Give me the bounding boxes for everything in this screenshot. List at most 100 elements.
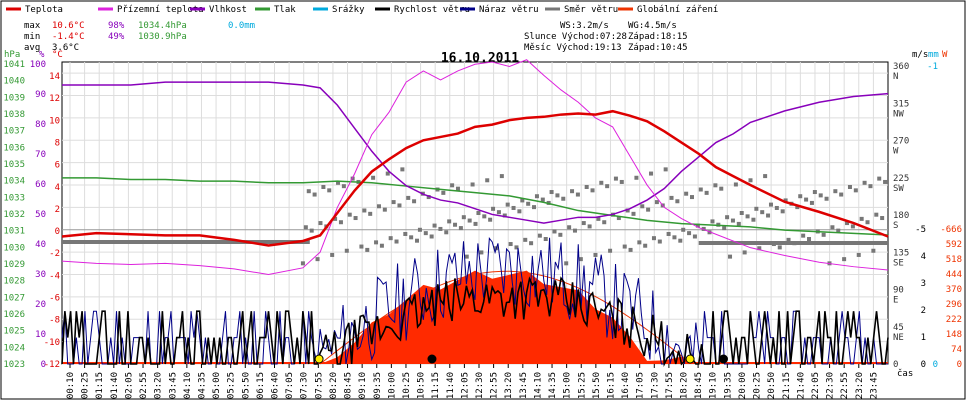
wind-direction-point (502, 213, 507, 218)
axis-tick-w: -666 (940, 225, 962, 235)
axis-tick-pct: 90 (35, 90, 46, 100)
wind-direction-point (622, 244, 627, 249)
axis-tick-time: 15:50 (592, 372, 602, 399)
wind-direction-point (602, 220, 607, 225)
wind-direction-point (400, 167, 405, 172)
wind-direction-point (336, 180, 341, 185)
wind-direction-point (371, 175, 376, 180)
wind-direction-point (689, 195, 694, 200)
axis-tick-temp: 10 (49, 116, 60, 126)
axis-tick-time: 05:25 (227, 372, 237, 399)
axis-tick-pct: 30 (35, 270, 46, 280)
stat-max-rain: 0.0mm (228, 21, 255, 31)
axis-tick-time: 02:55 (139, 372, 149, 399)
wind-direction-point (651, 236, 656, 241)
axis-tick-ms: 2 (921, 306, 926, 316)
axis-tick-time: 07:05 (285, 372, 295, 399)
legend-label: Náraz větru (479, 5, 539, 15)
wind-direction-point (441, 190, 446, 195)
wind-direction-point (754, 206, 759, 211)
wind-direction-point (757, 246, 762, 251)
wind-direction-point (631, 211, 636, 216)
wind-direction-point (763, 174, 768, 179)
wind-direction-point (584, 184, 589, 189)
series-line-pressure (62, 177, 889, 236)
wind-direction-point (739, 211, 744, 215)
series-line-temperature (61, 109, 889, 247)
axis-tick-time: 15:25 (577, 372, 587, 399)
axis-tick-pct: 50 (35, 210, 46, 220)
axis-tick-time: 00:25 (81, 372, 91, 399)
wind-direction-point (856, 252, 861, 257)
axis-tick-hpa: 1036 (3, 143, 25, 153)
wind-direction-point (608, 248, 613, 253)
wind-direction-point (517, 209, 522, 214)
axes: hPa% °C1041104010391038103710361035103410… (3, 50, 962, 399)
axis-tick-temp: 6 (55, 161, 60, 171)
wind-direction-point (499, 174, 504, 179)
axis-tick-time: 10:50 (417, 372, 427, 399)
wind-direction-point (444, 230, 449, 235)
axis-tick-time: 00:10 (66, 372, 76, 399)
axis-title-temp: °C (52, 50, 63, 60)
series-line-wind-speed (61, 276, 889, 368)
wind-direction-point (514, 245, 519, 250)
wind-direction-point (730, 218, 735, 223)
wind-direction-point (675, 199, 680, 204)
wind-direction-point (751, 217, 756, 222)
axis-tick-time: 12:55 (490, 372, 500, 399)
wind-direction-point (567, 225, 572, 230)
stats-block: max 10.6°C 98% 1034.4hPa 0.0mm min -1.4°… (24, 21, 255, 53)
wind-direction-point (365, 247, 370, 252)
axis-tick-time: 10:00 (387, 372, 397, 399)
wind-direction-point (523, 237, 528, 242)
legend: Teplota Přízemní teplota Vlhkost Tlak Srážky… (6, 5, 718, 15)
wind-direction-point (496, 210, 501, 215)
sunset-marker (685, 354, 695, 364)
wind-direction-point (417, 227, 422, 232)
axis-tick-time: 14:35 (548, 372, 558, 399)
wind-direction-point (432, 223, 437, 228)
axis-tick-w: 592 (946, 240, 962, 250)
info-moon-set: Západ:10:45 (628, 43, 688, 53)
series-line-ground-temperature (61, 59, 889, 276)
legend-label: Směr větru (564, 5, 618, 15)
wind-direction-point (616, 216, 621, 221)
axis-tick-w: 0 (957, 360, 962, 370)
wind-direction-point (684, 191, 689, 196)
axis-tick-time: 13:45 (519, 372, 529, 399)
stat-min-press: 1030.9hPa (138, 32, 187, 42)
axis-tick-direction: 360 (893, 62, 909, 72)
axis-tick-time: 11:15 (431, 372, 441, 399)
wind-direction-point (768, 202, 773, 207)
wind-direction-point (836, 228, 841, 233)
info-wg: WG:4.5m/s (628, 21, 677, 31)
stat-max-hum: 98% (108, 21, 125, 31)
axis-tick-direction: 90 (893, 286, 904, 296)
wind-direction-point (880, 216, 885, 221)
wind-direction-point (807, 237, 812, 242)
info-ws: WS:3.2m/s (560, 21, 609, 31)
wind-direction-point (458, 226, 463, 231)
wind-direction-point (520, 198, 525, 203)
wind-direction-point (733, 182, 738, 187)
axis-tick-pct: 40 (35, 240, 46, 250)
axis-tick-direction-label: E (893, 296, 898, 306)
axis-title-mm: mm (928, 50, 939, 60)
axis-tick-temp: 8 (55, 138, 60, 148)
axis-tick-temp: -8 (49, 316, 60, 326)
axis-tick-time: 05:50 (241, 372, 251, 399)
wind-direction-point (824, 196, 829, 201)
axis-tick-ms: 0 (921, 360, 926, 370)
axis-tick-ms: 3 (921, 279, 926, 289)
wind-direction-point (766, 213, 771, 218)
axis-tick-time: 17:55 (665, 372, 675, 399)
wind-direction-point (780, 209, 785, 214)
wind-direction-point (537, 233, 542, 238)
info-moon-rise: Měsíc Východ:19:13 (524, 43, 622, 53)
wind-direction-point (406, 195, 411, 200)
wind-direction-point (540, 197, 545, 202)
axis-tick-direction-label: W (893, 147, 899, 157)
axis-tick-time: 23:45 (869, 372, 879, 399)
